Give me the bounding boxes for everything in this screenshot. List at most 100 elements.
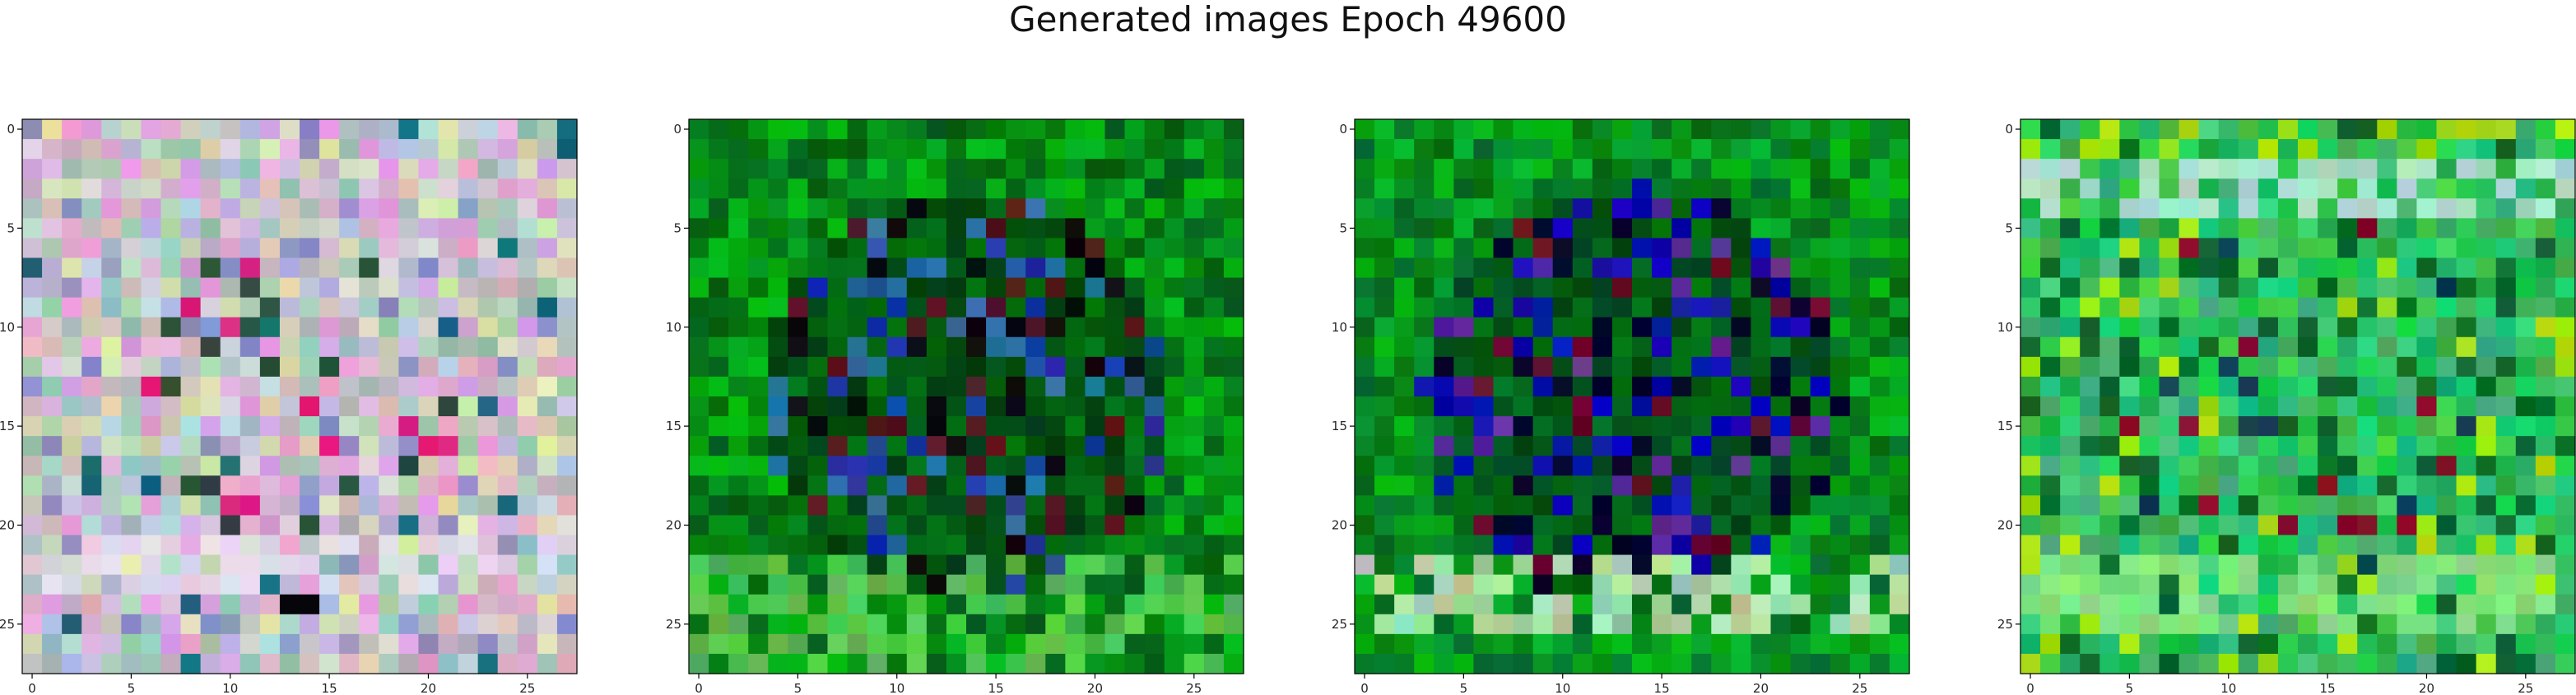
pixel-cell xyxy=(477,495,499,517)
pixel-cell xyxy=(160,515,182,536)
pixel-cell xyxy=(2040,238,2061,259)
pixel-cell xyxy=(2139,238,2160,259)
pixel-cell xyxy=(180,594,202,615)
pixel-cell xyxy=(2139,297,2160,318)
pixel-cell xyxy=(101,178,122,199)
pixel-cell xyxy=(2357,297,2378,318)
pixel-cell xyxy=(1532,376,1554,397)
x-tick-label: 5 xyxy=(1460,681,1468,695)
pixel-cell xyxy=(1790,159,1811,179)
pixel-cell xyxy=(2555,139,2576,160)
pixel-cell xyxy=(359,594,379,615)
pixel-cell xyxy=(1592,178,1613,199)
pixel-cell xyxy=(1652,436,1672,456)
pixel-cell xyxy=(748,594,769,615)
pixel-cell xyxy=(827,653,849,674)
pixel-cell xyxy=(1434,178,1454,199)
pixel-cell xyxy=(1751,356,1772,378)
pixel-cell xyxy=(180,218,202,239)
pixel-cell xyxy=(1223,554,1244,576)
pixel-cell xyxy=(728,633,749,655)
pixel-cell xyxy=(1065,554,1086,576)
pixel-cell xyxy=(517,119,538,140)
pixel-cell xyxy=(768,396,788,417)
pixel-cell xyxy=(2198,119,2220,140)
pixel-cell xyxy=(2436,119,2457,140)
pixel-cell xyxy=(2397,356,2418,378)
pixel-cell xyxy=(1183,139,1205,160)
pixel-cell xyxy=(279,416,300,437)
pixel-cell xyxy=(2099,297,2120,318)
pixel-cell xyxy=(2318,416,2338,437)
pixel-cell xyxy=(2515,515,2536,536)
pixel-cell xyxy=(279,257,300,279)
pixel-cell xyxy=(1025,297,1046,318)
pixel-cell xyxy=(2337,336,2358,358)
pixel-cell xyxy=(2218,119,2239,140)
pixel-cell xyxy=(886,376,908,397)
pixel-cell xyxy=(2456,436,2477,456)
pixel-cell xyxy=(2218,456,2239,476)
pixel-cell xyxy=(141,297,162,318)
pixel-cell xyxy=(438,515,459,536)
pixel-cell xyxy=(2318,178,2338,199)
pixel-cell xyxy=(359,376,379,397)
pixel-cell xyxy=(2495,198,2517,219)
pixel-cell xyxy=(2099,554,2120,576)
pixel-cell xyxy=(379,238,399,259)
pixel-cell xyxy=(141,277,162,299)
pixel-cell xyxy=(1124,198,1146,219)
pixel-cell xyxy=(1164,356,1185,378)
pixel-cell xyxy=(788,198,809,219)
pixel-cell xyxy=(477,198,499,219)
pixel-cell xyxy=(986,653,1007,674)
pixel-cell xyxy=(1183,653,1205,674)
pixel-cell xyxy=(2277,515,2299,536)
pixel-cell xyxy=(1164,495,1185,517)
pixel-cell xyxy=(1065,297,1086,318)
pixel-cell xyxy=(239,238,261,259)
pixel-cell xyxy=(2298,159,2318,179)
pixel-cell xyxy=(497,574,518,595)
pixel-cell xyxy=(1889,139,1910,160)
pixel-cell xyxy=(1473,554,1495,576)
x-tick-label: 5 xyxy=(128,681,136,695)
pixel-cell xyxy=(62,119,82,140)
pixel-cell xyxy=(379,495,399,517)
pixel-cell xyxy=(2476,515,2497,536)
pixel-cell xyxy=(1473,277,1495,299)
pixel-cell xyxy=(239,178,261,199)
pixel-cell xyxy=(1731,376,1752,397)
pixel-cell xyxy=(160,356,182,378)
pixel-cell xyxy=(966,614,987,635)
pixel-cell xyxy=(2099,238,2120,259)
pixel-cell xyxy=(2397,336,2418,358)
pixel-cell xyxy=(2476,475,2497,496)
pixel-cell xyxy=(2139,277,2160,299)
pixel-cell xyxy=(121,139,142,160)
pixel-cell xyxy=(906,257,928,279)
pixel-cell xyxy=(1731,653,1752,674)
pixel-cell xyxy=(379,277,399,299)
pixel-cell xyxy=(319,297,340,318)
pixel-cell xyxy=(319,356,340,378)
pixel-cell xyxy=(1869,456,1890,476)
pixel-cell xyxy=(1223,277,1244,299)
pixel-cell xyxy=(339,515,360,536)
pixel-cell xyxy=(1790,475,1811,496)
pixel-cell xyxy=(2357,594,2378,615)
pixel-cell xyxy=(1869,535,1890,556)
pixel-cell xyxy=(1869,495,1890,517)
pixel-cell xyxy=(1830,277,1851,299)
pixel-cell xyxy=(1592,139,1613,160)
pixel-cell xyxy=(2139,356,2160,378)
pixel-cell xyxy=(1493,277,1514,299)
pixel-cell xyxy=(867,159,888,179)
pixel-cell xyxy=(259,574,281,595)
pixel-cell xyxy=(300,535,320,556)
pixel-cell xyxy=(1085,119,1106,140)
pixel-cell xyxy=(2080,257,2100,279)
pixel-cell xyxy=(2159,614,2180,635)
pixel-cell xyxy=(2080,277,2100,299)
